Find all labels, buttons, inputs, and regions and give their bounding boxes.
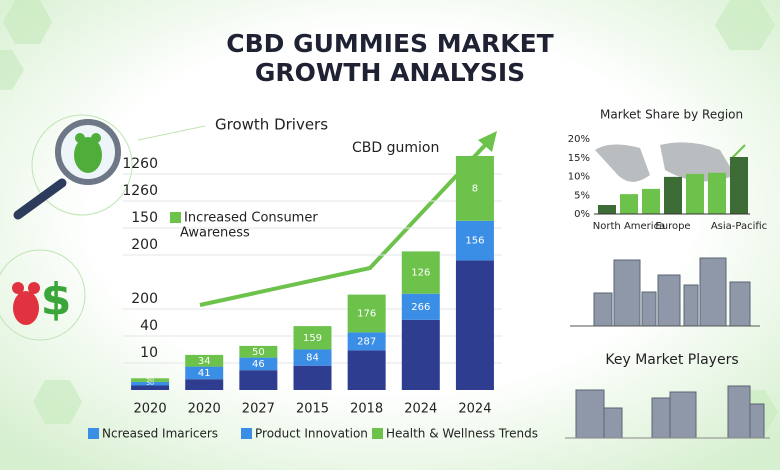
x-tick-label: North America — [593, 221, 665, 232]
segment-text: 30 — [146, 380, 154, 387]
x-tick-label: Europe — [655, 221, 690, 232]
y-tick-label: 15% — [568, 153, 590, 164]
bar-segment — [131, 378, 170, 382]
section-title: Key Market Players — [605, 352, 738, 368]
legend-swatch — [88, 428, 99, 439]
bar — [730, 157, 748, 214]
bar — [664, 176, 682, 214]
money-icon: $ — [0, 249, 86, 341]
y-tick-label: 5% — [574, 190, 590, 201]
bar-segment — [239, 357, 278, 371]
x-tick-label: 2015 — [296, 402, 329, 417]
y-tick-label: 10 — [140, 345, 158, 361]
bar-segment — [131, 385, 170, 390]
legend-label: Ncreased Imaricers — [102, 427, 218, 441]
segment-text: 287 — [357, 336, 376, 347]
x-tick-label: 2020 — [134, 402, 167, 417]
bar-segment — [401, 319, 440, 390]
y-tick-label: 200 — [131, 291, 158, 307]
bar-segment — [347, 294, 386, 333]
x-tick-label: 2024 — [458, 402, 491, 417]
segment-text: 41 — [198, 368, 211, 379]
trend-arrow — [199, 140, 490, 307]
bar-segment — [185, 354, 224, 367]
segment-text: 8 — [472, 183, 478, 194]
x-tick-label: 2024 — [404, 402, 437, 417]
segment-text: 156 — [465, 236, 484, 247]
y-tick-label: 150 — [131, 210, 158, 226]
x-tick-label: 2020 — [188, 402, 221, 417]
y-tick-label: 1260 — [122, 183, 158, 199]
bar — [598, 205, 616, 214]
bar — [642, 188, 660, 214]
segment-text: 84 — [306, 353, 319, 364]
bar-segment — [347, 332, 386, 351]
svg-text:$: $ — [41, 274, 72, 325]
bar-segment — [293, 349, 332, 366]
legend-swatch — [241, 428, 252, 439]
bar-segment — [293, 365, 332, 390]
bar-segment — [131, 381, 170, 386]
annotation: CBD gumion — [352, 140, 439, 156]
trend-arrow-head — [478, 131, 497, 152]
bar-segment — [455, 220, 494, 261]
world-map — [595, 142, 735, 182]
bar-segment — [239, 370, 278, 390]
bar-segment — [185, 366, 224, 380]
title-line: CBD GUMMIES MARKET — [226, 29, 554, 58]
bar-segment — [293, 326, 332, 350]
bar-segment — [455, 156, 494, 221]
segment-text: 159 — [303, 333, 322, 344]
bar — [708, 172, 726, 214]
y-tick-label: 20% — [568, 134, 590, 145]
bar — [686, 173, 704, 214]
y-tick-label: 10% — [568, 172, 590, 183]
x-tick-label: Asia-Pacific — [711, 221, 767, 232]
legend-swatch — [372, 428, 383, 439]
callout-text: Increased Consumer — [184, 211, 318, 226]
x-tick-label: 2018 — [350, 402, 383, 417]
chart-title: Market Share by Region — [600, 108, 743, 122]
bar-segment — [239, 345, 278, 358]
title-line: GROWTH ANALYSIS — [255, 58, 525, 87]
segment-text: 50 — [252, 347, 265, 358]
x-tick-label: 2027 — [242, 402, 275, 417]
bar-segment — [401, 293, 440, 320]
bar-segment — [347, 350, 386, 390]
callout-swatch — [170, 212, 181, 223]
bar — [620, 194, 638, 214]
chart-title: Growth Drivers — [215, 116, 328, 134]
y-tick-label: 200 — [131, 237, 158, 253]
legend-label: Product Innovation — [255, 427, 368, 441]
legend-label: Health & Wellness Trends — [386, 427, 538, 441]
segment-text: 50 — [146, 377, 154, 384]
segment-text: 126 — [411, 268, 430, 279]
segment-text: 176 — [357, 309, 376, 320]
callout-text: Awareness — [180, 226, 250, 241]
y-tick-label: 1260 — [122, 156, 158, 172]
segment-text: 266 — [411, 302, 430, 313]
bar-segment — [185, 379, 224, 390]
segment-text: 34 — [198, 356, 211, 367]
y-tick-label: 0% — [574, 209, 590, 220]
magnifier-icon — [13, 114, 206, 220]
segment-text: 46 — [252, 359, 265, 370]
bar-segment — [455, 260, 494, 390]
y-tick-label: 40 — [140, 318, 158, 334]
bar-segment — [401, 251, 440, 294]
